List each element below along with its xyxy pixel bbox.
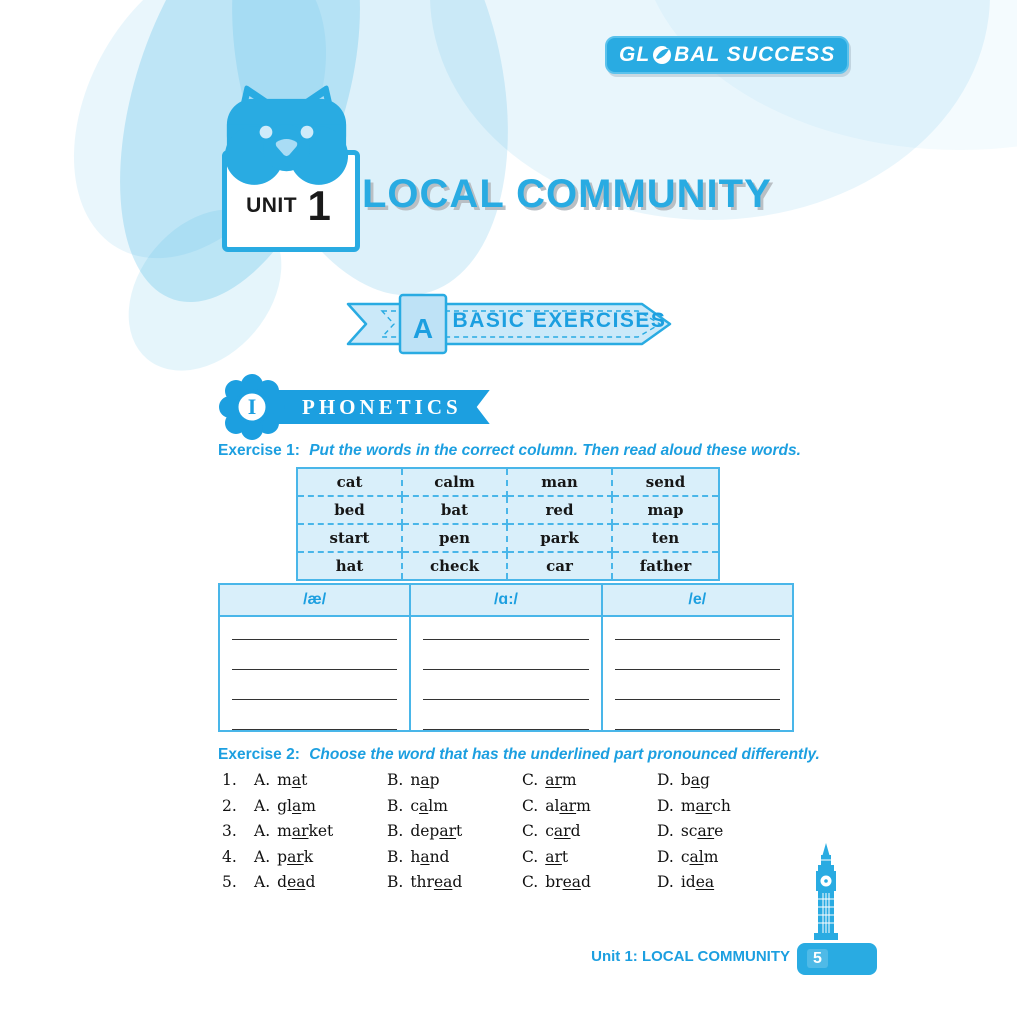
phoneme-header: /e/ — [602, 585, 792, 617]
exercise1-heading: Exercise 1: Put the words in the correct… — [218, 442, 801, 460]
word-table: cat calm man send bed bat red map start … — [296, 467, 720, 581]
answer-option[interactable]: C. card — [522, 822, 581, 840]
answer-option[interactable]: C. bread — [522, 873, 591, 891]
word-cell: hat — [298, 553, 403, 579]
word-cell: cat — [298, 469, 403, 497]
question-row: 3. A. market B. depart C. card D. scare — [222, 819, 798, 845]
phoneme-column: /ɑ:/ — [411, 585, 603, 730]
question-row: 5. A. dead B. thread C. bread D. idea — [222, 870, 798, 896]
phoneme-header: /ɑ:/ — [411, 585, 601, 617]
answer-option[interactable]: D. scare — [657, 822, 724, 840]
answer-option[interactable]: C. alarm — [522, 796, 591, 815]
question-row: 2. A. glam B. calm C. alarm D. march — [222, 794, 798, 820]
word-cell: start — [298, 525, 403, 553]
answer-blank-line[interactable] — [232, 700, 398, 730]
answer-blank-line[interactable] — [614, 670, 780, 700]
word-cell: man — [508, 469, 613, 497]
phoneme-answer-table: /æ/ /ɑ:/ /e/ — [218, 583, 794, 732]
page-number-tab: 5 — [797, 943, 877, 975]
phonetics-heading: PHONETICS — [262, 390, 490, 424]
answer-option[interactable]: A. dead — [254, 873, 316, 891]
big-ben-icon — [814, 843, 838, 940]
answer-option[interactable]: B. thread — [387, 873, 463, 891]
exercise2-label: Exercise 2: — [218, 746, 300, 763]
answer-option[interactable]: B. calm — [387, 796, 448, 815]
globe-icon — [653, 46, 672, 64]
answer-blank-line[interactable] — [232, 670, 398, 700]
phoneme-column: /e/ — [602, 585, 792, 730]
unit-label-group: UNIT 1 — [228, 182, 349, 229]
word-cell: ten — [613, 525, 718, 553]
phonetics-section-numeral: I — [247, 394, 257, 419]
answer-option[interactable]: B. nap — [387, 771, 440, 789]
footer-unit-label: Unit 1: LOCAL COMMUNITY — [591, 948, 790, 965]
question-number: 3. — [222, 822, 237, 840]
unit-number: 1 — [307, 182, 331, 229]
multiple-choice-list: 1. A. mat B. nap C. arm D. bag 2. A. glam B. c… — [222, 768, 798, 896]
answer-blank-line[interactable] — [614, 640, 780, 670]
answer-option[interactable]: A. mat — [254, 771, 308, 789]
answer-option[interactable]: B. depart — [387, 822, 463, 840]
answer-option[interactable]: D. calm — [657, 847, 719, 866]
section-banner-label: BASIC EXERCISES — [452, 309, 667, 332]
section-letter: A — [412, 313, 434, 344]
word-cell: bed — [298, 497, 403, 525]
answer-blank-line[interactable] — [423, 670, 589, 700]
question-number: 4. — [222, 847, 237, 866]
answer-blank-line[interactable] — [423, 700, 589, 730]
answer-write-area[interactable] — [220, 617, 409, 730]
answer-option[interactable]: B. hand — [387, 847, 450, 866]
word-cell: calm — [403, 469, 508, 497]
word-cell: park — [508, 525, 613, 553]
answer-option[interactable]: C. arm — [522, 771, 577, 789]
answer-blank-line[interactable] — [232, 617, 398, 640]
answer-option[interactable]: D. bag — [657, 771, 710, 789]
exercise2-heading: Exercise 2: Choose the word that has the… — [218, 746, 820, 764]
page-number: 5 — [807, 949, 828, 968]
word-cell: red — [508, 497, 613, 525]
exercise1-instruction: Put the words in the correct column. The… — [309, 442, 801, 459]
background-circle-shape — [640, 0, 1017, 150]
answer-write-area[interactable] — [411, 617, 600, 730]
logo-text-suffix: BAL SUCCESS — [674, 43, 836, 66]
answer-write-area[interactable] — [603, 617, 792, 730]
answer-option[interactable]: A. park — [254, 847, 314, 866]
section-banner-ribbon — [346, 293, 672, 355]
answer-blank-line[interactable] — [423, 617, 589, 640]
page-title: LOCAL COMMUNITY — [362, 172, 772, 216]
flower-icon — [219, 374, 285, 440]
word-cell: pen — [403, 525, 508, 553]
word-cell: check — [403, 553, 508, 579]
answer-option[interactable]: D. idea — [657, 873, 715, 891]
answer-option[interactable]: D. march — [657, 796, 731, 815]
exercise2-instruction: Choose the word that has the underlined … — [309, 746, 820, 763]
word-cell: father — [639, 557, 692, 575]
answer-option[interactable]: C. art — [522, 847, 569, 866]
answer-blank-line[interactable] — [614, 617, 780, 640]
question-row: 1. A. mat B. nap C. arm D. bag — [222, 768, 798, 794]
word-cell: map — [613, 497, 718, 525]
phoneme-header: /æ/ — [220, 585, 410, 617]
answer-option[interactable]: A. glam — [254, 796, 316, 815]
exercise1-label: Exercise 1: — [218, 442, 300, 459]
global-success-logo: GL BAL SUCCESS — [605, 36, 850, 74]
unit-label: UNIT — [246, 194, 298, 217]
logo-text-prefix: GL — [619, 43, 651, 66]
word-cell: car — [508, 553, 613, 579]
phoneme-column: /æ/ — [220, 585, 412, 730]
word-cell: send — [613, 469, 718, 497]
answer-blank-line[interactable] — [232, 640, 398, 670]
question-number: 2. — [222, 796, 237, 815]
answer-blank-line[interactable] — [614, 700, 780, 730]
word-cell: bat — [403, 497, 508, 525]
question-number: 1. — [222, 771, 237, 789]
answer-option[interactable]: A. market — [254, 822, 334, 840]
question-number: 5. — [222, 873, 237, 891]
cat-mascot-icon — [224, 85, 349, 185]
question-row: 4. A. park B. hand C. art D. calm — [222, 845, 798, 871]
answer-blank-line[interactable] — [423, 640, 589, 670]
